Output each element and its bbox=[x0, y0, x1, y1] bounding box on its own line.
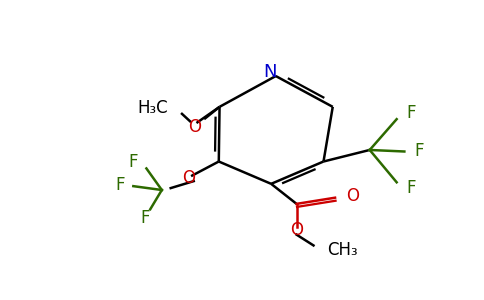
Text: F: F bbox=[414, 142, 424, 160]
Text: CH₃: CH₃ bbox=[327, 241, 358, 259]
Text: O: O bbox=[290, 221, 303, 239]
Text: F: F bbox=[407, 179, 416, 197]
Text: O: O bbox=[182, 169, 195, 188]
Text: O: O bbox=[188, 118, 201, 136]
Text: H₃C: H₃C bbox=[137, 99, 168, 117]
Text: F: F bbox=[115, 176, 125, 194]
Text: O: O bbox=[347, 187, 360, 205]
Text: F: F bbox=[407, 104, 416, 122]
Text: F: F bbox=[140, 209, 150, 227]
Text: F: F bbox=[128, 152, 138, 170]
Text: N: N bbox=[263, 63, 276, 81]
